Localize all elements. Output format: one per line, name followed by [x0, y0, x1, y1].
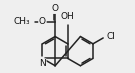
Text: CH₃: CH₃: [13, 17, 30, 26]
Text: OH: OH: [61, 12, 75, 21]
Text: O: O: [39, 17, 46, 26]
Text: N: N: [39, 59, 46, 68]
Text: Cl: Cl: [107, 32, 115, 41]
Text: O: O: [52, 4, 59, 13]
